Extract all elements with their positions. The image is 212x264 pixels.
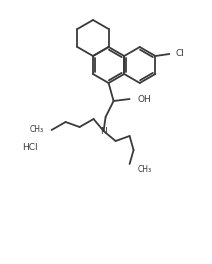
- Text: CH₃: CH₃: [138, 166, 152, 175]
- Text: Cl: Cl: [175, 50, 184, 59]
- Text: N: N: [100, 126, 107, 135]
- Text: HCl: HCl: [22, 144, 38, 153]
- Text: OH: OH: [138, 95, 151, 103]
- Text: CH₃: CH₃: [29, 125, 44, 134]
